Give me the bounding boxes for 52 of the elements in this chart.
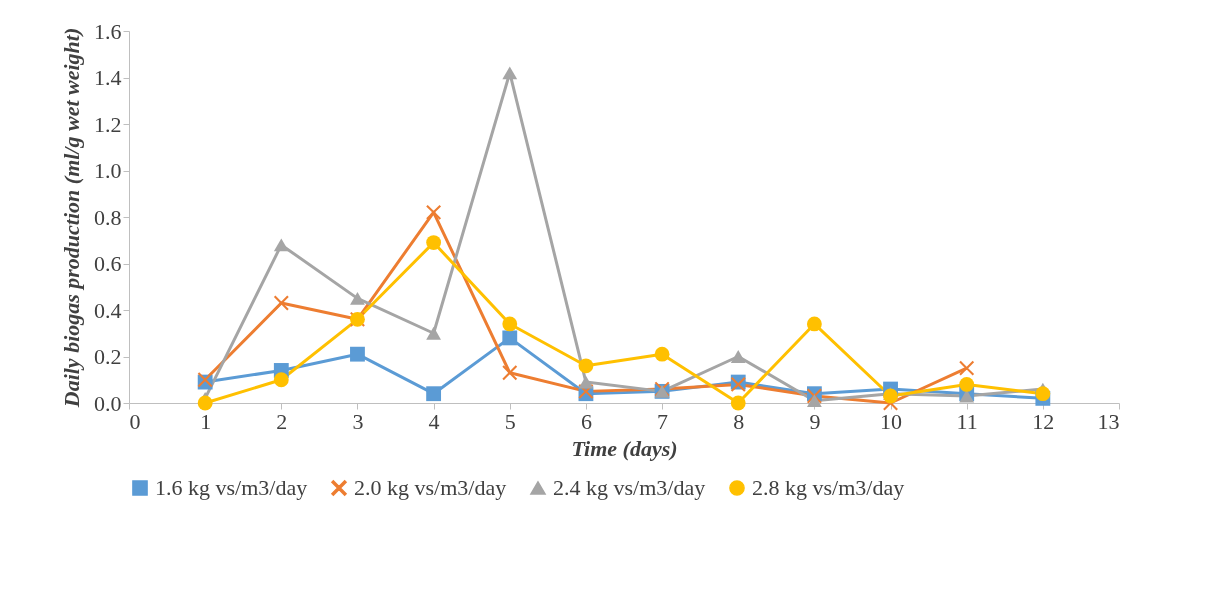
- point: [502, 66, 518, 80]
- y-tick-label: 0.0: [94, 390, 122, 416]
- x-tick-label: 9: [809, 408, 821, 434]
- y-tick-label: 1.0: [94, 158, 122, 183]
- x-tick-label: 2: [276, 408, 288, 434]
- point: [730, 350, 746, 363]
- point: [654, 346, 670, 362]
- x-tick-label: 13: [1097, 408, 1120, 434]
- x-tick-label: 10: [880, 408, 903, 434]
- y-tick-label: 0.8: [94, 204, 122, 230]
- point: [730, 395, 746, 411]
- point: [959, 377, 975, 392]
- point: [806, 394, 822, 408]
- y-tick-label: 0.2: [94, 344, 122, 369]
- point: [350, 346, 365, 362]
- y-tick-label: 0.4: [94, 297, 122, 323]
- point: [273, 295, 289, 311]
- point: [502, 330, 518, 346]
- point: [1035, 386, 1051, 402]
- x-axis-title: Time (days): [571, 435, 678, 461]
- x-tick-label: 4: [428, 408, 440, 434]
- y-tick-label: 1.2: [94, 111, 122, 137]
- x-tick-label: 1: [200, 408, 212, 434]
- legend-label: 1.6 kg vs/m3/day: [155, 475, 308, 500]
- point: [426, 326, 442, 340]
- x-tick-label: 5: [504, 408, 516, 434]
- x-tick-label: 7: [657, 408, 669, 434]
- x-tick-label: 12: [1032, 408, 1055, 434]
- x-tick-label: 11: [956, 408, 978, 434]
- point: [578, 358, 594, 374]
- point: [578, 375, 594, 389]
- point: [502, 365, 518, 381]
- y-tick-label: 1.4: [94, 65, 122, 90]
- x-tick-label: 8: [733, 408, 745, 434]
- y-tick-label: 0.6: [94, 251, 122, 276]
- y-axis-title: Daily biogas production (ml/g wet weight): [59, 27, 84, 409]
- legend-label: 2.4 kg vs/m3/day: [553, 475, 706, 500]
- point: [959, 360, 975, 376]
- point: [806, 316, 822, 332]
- x-tick-label: 0: [129, 408, 141, 434]
- point: [273, 372, 289, 388]
- point: [426, 235, 442, 250]
- point: [273, 238, 289, 252]
- point: [502, 316, 518, 332]
- y-tick-label: 1.6: [94, 18, 122, 44]
- point: [350, 291, 365, 305]
- x-tick-label: 3: [352, 408, 364, 434]
- point: [426, 386, 442, 402]
- legend-label: 2.8 kg vs/m3/day: [752, 475, 905, 500]
- x-tick-label: 6: [580, 408, 592, 434]
- legend-label: 2.0 kg vs/m3/day: [354, 475, 507, 500]
- point: [426, 204, 442, 220]
